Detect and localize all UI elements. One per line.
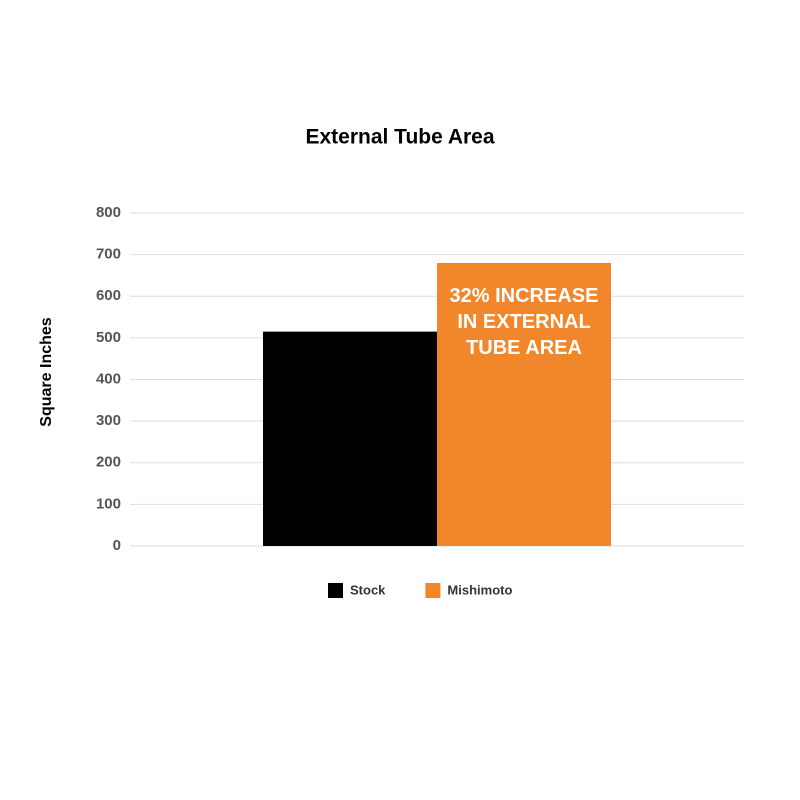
bar xyxy=(263,331,437,546)
chart-title: External Tube Area xyxy=(305,126,494,149)
y-tick-label: 500 xyxy=(96,329,121,346)
y-tick-label: 300 xyxy=(96,412,121,429)
y-tick-label: 400 xyxy=(96,370,121,387)
y-tick-label: 200 xyxy=(96,454,121,471)
legend-swatch xyxy=(425,583,441,598)
y-tick-label: 800 xyxy=(96,204,121,221)
annotation: TUBE AREA xyxy=(466,337,582,359)
y-tick-label: 0 xyxy=(113,537,121,554)
y-tick-label: 100 xyxy=(96,495,121,512)
y-tick-label: 700 xyxy=(96,246,121,263)
legend-label: Stock xyxy=(350,582,386,597)
bar xyxy=(437,262,611,546)
annotation: 32% INCREASE xyxy=(450,285,599,307)
y-tick-label: 600 xyxy=(96,287,121,304)
annotation: IN EXTERNAL xyxy=(457,311,590,333)
legend-label: Mishimoto xyxy=(447,582,512,597)
y-axis-label: Square Inches xyxy=(38,317,55,426)
legend-swatch xyxy=(328,583,343,598)
